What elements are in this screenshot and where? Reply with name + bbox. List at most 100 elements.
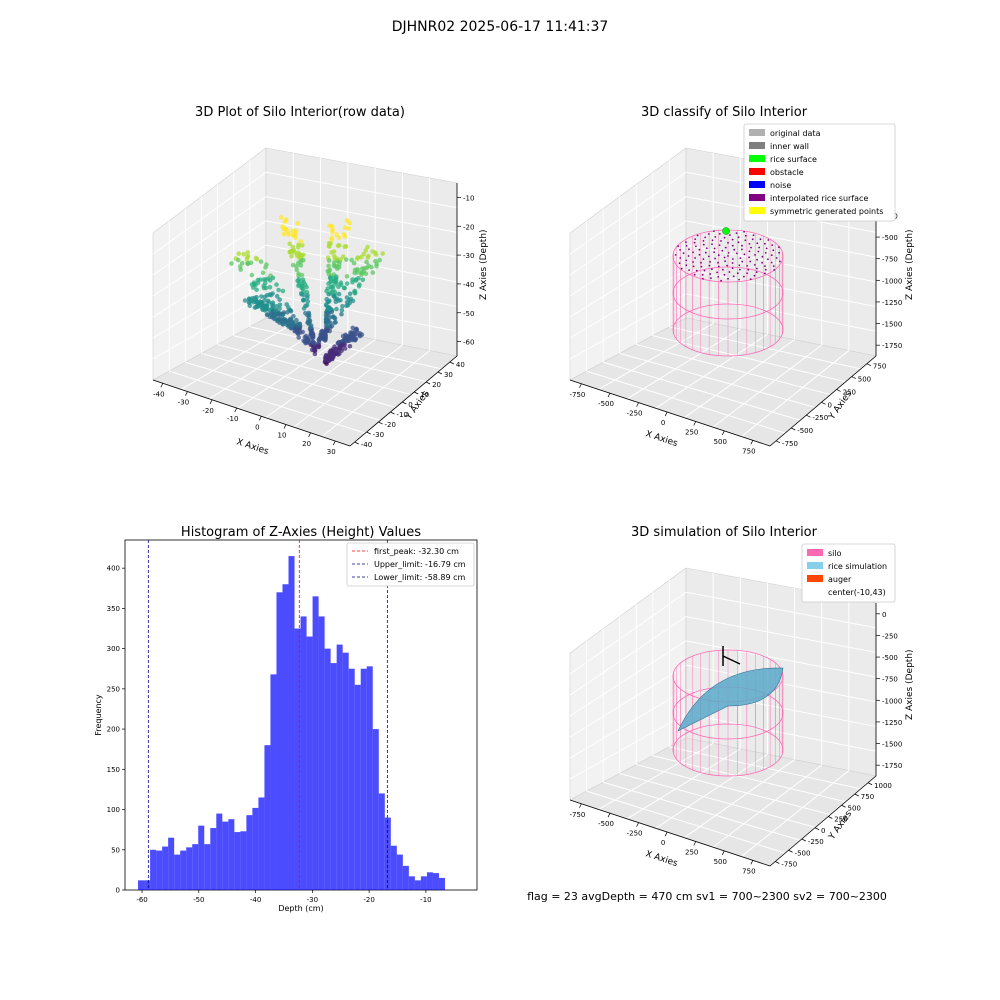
legend-swatch bbox=[749, 129, 765, 136]
point-marker bbox=[260, 307, 265, 313]
point-marker bbox=[305, 338, 310, 344]
point-marker bbox=[327, 223, 332, 229]
rice-simulation-surface bbox=[677, 667, 784, 732]
point-marker bbox=[352, 329, 358, 334]
x-tick-label: 30 bbox=[327, 448, 336, 456]
grid-line bbox=[685, 713, 877, 752]
interpolated-point bbox=[761, 261, 763, 264]
histogram-bar bbox=[366, 666, 373, 890]
point-marker bbox=[263, 303, 268, 308]
interpolated-point bbox=[709, 261, 711, 263]
y-tick-label: 30 bbox=[444, 371, 453, 379]
panel-simulation: 3D simulation of Silo Interior -750 -500 -… bbox=[569, 525, 915, 875]
point-marker bbox=[305, 295, 310, 300]
grid-line bbox=[626, 748, 741, 820]
legend-label: center(-10,43) bbox=[828, 588, 886, 597]
grid-line bbox=[586, 790, 786, 854]
point-marker bbox=[306, 310, 312, 316]
interpolated-point bbox=[739, 268, 741, 271]
interpolated-point bbox=[700, 265, 703, 268]
histogram-bar bbox=[162, 846, 169, 890]
grid-line bbox=[569, 244, 687, 318]
legend-label: obstacle bbox=[770, 168, 804, 177]
interpolated-point bbox=[713, 247, 716, 250]
x-tick bbox=[579, 803, 582, 808]
point-marker bbox=[344, 281, 350, 286]
interpolated-point bbox=[756, 267, 758, 270]
point-marker bbox=[277, 306, 282, 311]
interpolated-point bbox=[758, 246, 761, 249]
x-tick-label: -750 bbox=[569, 391, 585, 399]
point-marker bbox=[291, 233, 297, 238]
y-tick-label: 40 bbox=[456, 361, 465, 369]
y-tick-label: 20 bbox=[432, 381, 441, 389]
y-tick bbox=[791, 427, 796, 431]
point-marker bbox=[319, 328, 325, 334]
point-marker bbox=[331, 249, 337, 254]
grid-line bbox=[168, 370, 366, 434]
histogram-bar bbox=[294, 628, 301, 890]
y-tick-label: 500 bbox=[858, 376, 871, 384]
interpolated-point bbox=[695, 269, 698, 272]
histogram-bar bbox=[426, 872, 433, 890]
z-tick-label: 0 bbox=[882, 611, 886, 619]
interpolated-point bbox=[709, 273, 712, 275]
interpolated-point bbox=[746, 272, 748, 275]
interpolated-point bbox=[708, 264, 711, 267]
point-marker bbox=[296, 282, 302, 287]
y-tick-label: -20 bbox=[385, 421, 396, 429]
point-marker bbox=[296, 335, 302, 340]
y-tick bbox=[354, 441, 359, 445]
legend-swatch bbox=[749, 142, 765, 149]
grid-line bbox=[683, 759, 795, 839]
point-marker bbox=[323, 335, 329, 341]
z-tick-label: -20 bbox=[463, 223, 474, 231]
simulation-legend: silo rice simulation auger center(-10,43) bbox=[801, 543, 896, 603]
point-marker bbox=[361, 266, 367, 271]
point-marker bbox=[343, 335, 348, 340]
y-tick-label: 400 bbox=[107, 565, 120, 573]
panel-raw-data: 3D Plot of Silo Interior(row data) -40-3… bbox=[152, 105, 489, 457]
interpolated-point bbox=[694, 238, 697, 241]
point-marker bbox=[245, 261, 251, 267]
point-marker bbox=[282, 317, 287, 323]
grid-line bbox=[152, 171, 267, 255]
z-tick-label: -750 bbox=[882, 676, 898, 684]
x-tick bbox=[750, 440, 754, 445]
point-marker bbox=[268, 292, 274, 298]
x-tick-label: -250 bbox=[627, 830, 643, 838]
silo-ring bbox=[672, 266, 784, 320]
grid-line bbox=[712, 344, 823, 428]
grid-line bbox=[741, 350, 850, 437]
interpolated-point bbox=[732, 258, 734, 260]
z-tick-label: -30 bbox=[463, 252, 474, 260]
grid-line bbox=[569, 293, 687, 360]
point-marker bbox=[326, 315, 332, 321]
y-tick-label: -750 bbox=[781, 861, 797, 869]
interpolated-point bbox=[705, 247, 708, 250]
point-marker bbox=[360, 277, 366, 283]
interpolated-point bbox=[757, 250, 760, 253]
point-marker bbox=[327, 298, 332, 304]
interpolated-point bbox=[738, 264, 741, 267]
y-tick-label: -10 bbox=[396, 411, 407, 419]
interpolated-point bbox=[741, 244, 743, 247]
grid-line bbox=[655, 333, 768, 409]
point-marker bbox=[323, 323, 329, 328]
interpolated-point bbox=[751, 238, 754, 241]
interpolated-point bbox=[743, 275, 745, 278]
histogram-bar bbox=[324, 648, 331, 890]
z-tick-label: -500 bbox=[882, 234, 898, 242]
point-marker bbox=[337, 243, 342, 248]
interpolated-point bbox=[735, 252, 738, 255]
histogram-bar bbox=[306, 636, 313, 890]
point-marker bbox=[332, 290, 338, 295]
legend-swatch bbox=[807, 562, 823, 569]
point-marker bbox=[330, 229, 335, 235]
z-tick-label: -40 bbox=[463, 281, 474, 289]
point-marker bbox=[264, 312, 270, 318]
interpolated-point bbox=[722, 268, 724, 271]
interpolated-point bbox=[693, 241, 696, 244]
point-marker bbox=[267, 278, 273, 283]
